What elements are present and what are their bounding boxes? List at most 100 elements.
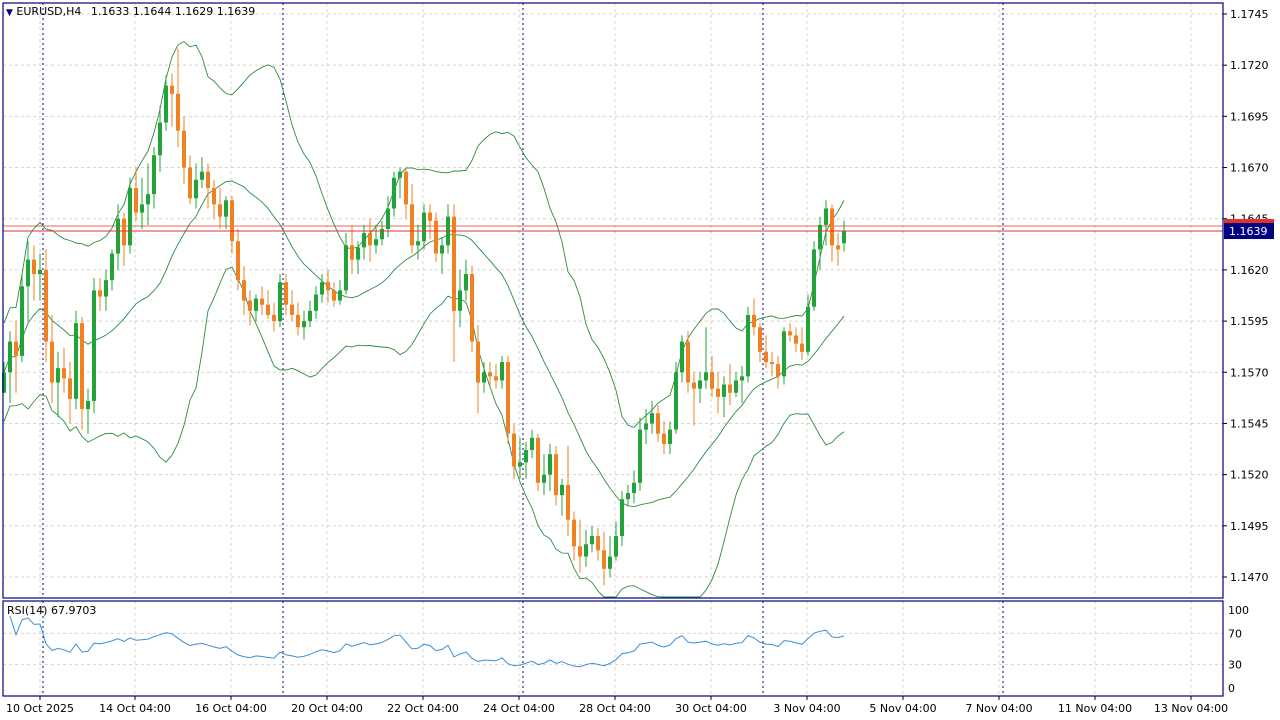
candle-body: [62, 368, 66, 379]
candle-body: [26, 259, 30, 287]
lower-band: [3, 266, 845, 598]
candle-body: [620, 499, 624, 537]
candle-body: [266, 304, 270, 315]
y-tick-label: 1.1745: [1230, 8, 1269, 21]
rsi-header: RSI(14) 67.9703: [7, 604, 97, 617]
x-tick-label: 3 Nov 04:00: [773, 702, 840, 715]
candle-body: [50, 341, 54, 383]
candle-body: [440, 245, 444, 254]
candle-body: [656, 413, 660, 434]
price-label-text: 1.1639: [1229, 225, 1268, 238]
candle-body: [98, 290, 102, 297]
y-tick-label: 1.1595: [1230, 315, 1269, 328]
bollinger-bands: [3, 41, 845, 598]
candle-body: [668, 429, 672, 444]
candle-body: [86, 400, 90, 410]
candle-body: [824, 208, 828, 225]
chevron-down-icon[interactable]: ▼: [6, 8, 13, 18]
candle-body: [338, 290, 342, 301]
candle-body: [560, 484, 564, 496]
candle-body: [830, 208, 834, 246]
candle-body: [152, 155, 156, 195]
candle-body: [344, 245, 348, 291]
current-price-label: 1.1639: [1224, 219, 1274, 240]
candle-body: [236, 241, 240, 281]
x-tick-label: 24 Oct 04:00: [483, 702, 555, 715]
upper-band: [3, 41, 845, 428]
main-grid: [3, 3, 1223, 598]
candle-body: [476, 341, 480, 383]
candle-body: [260, 298, 264, 305]
candle-body: [548, 454, 552, 475]
y-tick-label: 1.1545: [1230, 417, 1269, 430]
y-tick-label: 1.1495: [1230, 520, 1269, 533]
candle-body: [530, 437, 534, 451]
candle-body: [44, 269, 48, 342]
candle-body: [404, 171, 408, 205]
candle-body: [368, 233, 372, 246]
candle-body: [470, 274, 474, 342]
candle-body: [380, 228, 384, 240]
candle-body: [698, 380, 702, 389]
candle-body: [494, 376, 498, 381]
candle-body: [146, 194, 150, 205]
candle-body: [122, 218, 126, 246]
candle-body: [716, 388, 720, 397]
candle-body: [308, 310, 312, 322]
y-tick-label: 1.1520: [1230, 469, 1269, 482]
candle-body: [704, 372, 708, 381]
candle-body: [686, 341, 690, 383]
price-axis: 1.17451.17201.16951.16701.16451.16201.15…: [1223, 8, 1269, 584]
candle-body: [284, 282, 288, 305]
candle-body: [116, 218, 120, 254]
chart-header: ▼ EURUSD,H4 1.1633 1.1644 1.1629 1.1639: [6, 5, 255, 18]
candle-body: [782, 331, 786, 377]
candle-body: [272, 314, 276, 322]
x-tick-label: 11 Nov 04:00: [1058, 702, 1132, 715]
candle-body: [710, 372, 714, 389]
candle-body: [500, 362, 504, 381]
candle-body: [452, 216, 456, 311]
x-tick-label: 16 Oct 04:00: [195, 702, 267, 715]
x-tick-label: 22 Oct 04:00: [387, 702, 459, 715]
candle-body: [428, 212, 432, 221]
candle-body: [416, 241, 420, 246]
candle-body: [200, 171, 204, 180]
candle-body: [104, 280, 108, 297]
candle-body: [518, 462, 522, 467]
candle-body: [242, 280, 246, 301]
candle-body: [110, 253, 114, 281]
y-tick-label: 1.1695: [1230, 110, 1269, 123]
candle-body: [806, 306, 810, 352]
rsi-tick-label: 70: [1228, 627, 1242, 640]
candle-body: [290, 304, 294, 315]
candle-body: [278, 282, 282, 322]
candle-body: [194, 179, 198, 199]
candle-body: [650, 413, 654, 424]
y-tick-label: 1.1670: [1230, 162, 1269, 175]
candle-body: [614, 536, 618, 557]
rsi-tick-label: 100: [1228, 604, 1249, 617]
candle-body: [296, 314, 300, 328]
ohlc-readout: 1.1633 1.1644 1.1629 1.1639: [90, 5, 256, 18]
rsi-tick-label: 0: [1228, 682, 1235, 695]
candle-body: [776, 364, 780, 377]
x-tick-label: 10 Oct 2025: [6, 702, 74, 715]
y-tick-label: 1.1720: [1230, 59, 1269, 72]
candle-body: [764, 351, 768, 363]
candle-body: [134, 188, 138, 213]
candle-body: [584, 544, 588, 557]
candle-body: [638, 429, 642, 483]
candle-body: [218, 204, 222, 217]
candle-body: [38, 269, 42, 275]
candle-body: [206, 171, 210, 189]
candle-body: [662, 433, 666, 444]
x-tick-label: 14 Oct 04:00: [99, 702, 171, 715]
candle-body: [512, 433, 516, 467]
candle-body: [8, 341, 12, 373]
candle-body: [188, 167, 192, 199]
candle-body: [320, 282, 324, 295]
candle-body: [812, 249, 816, 307]
candle-body: [590, 536, 594, 545]
